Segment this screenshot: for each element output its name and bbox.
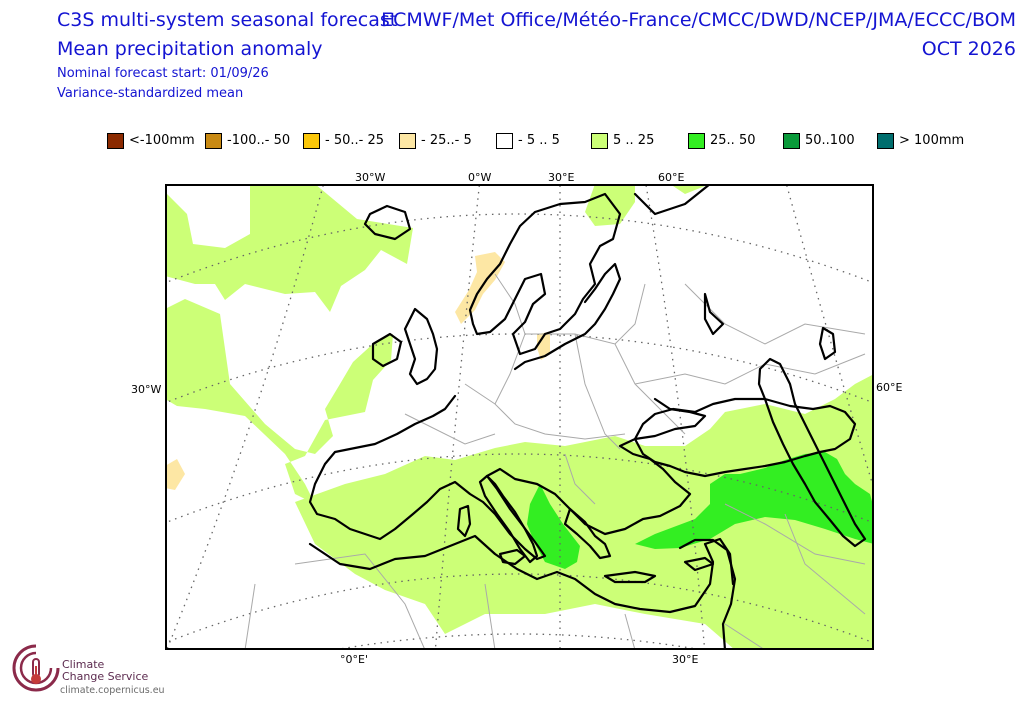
map-canvas [165,184,874,650]
systems-text: ECMWF/Met Office/Météo-France/CMCC/DWD/N… [381,9,1016,31]
coastline-caspian [757,357,867,548]
coastline-novaya-zemlya [703,292,725,336]
coastline-aral [818,326,837,361]
legend-swatch [107,133,124,149]
anomaly-fields [165,184,874,650]
anomaly-area-negative [165,459,185,490]
legend-label: - 25..- 5 [421,133,472,148]
legend-label: <-100mm [129,133,195,148]
lat-label-right: 60°E [876,381,903,394]
legend-swatch [688,133,705,149]
anomaly-area-light [165,184,413,312]
coastline-greece [563,507,612,560]
coastline-cyprus [683,556,715,572]
method-text: Variance-standardized mean [57,86,244,101]
legend-label: - 50..- 25 [325,133,384,148]
legend-label: - 5 .. 5 [518,133,560,148]
precipitation-anomaly-map [165,184,874,650]
coastline-middle-east [678,538,737,650]
legend-swatch [591,133,608,149]
coastline-scandinavia [468,192,622,356]
coastline-crete [603,570,657,584]
anomaly-area-light [165,299,393,504]
anomaly-area-light [295,374,874,650]
logo-url[interactable]: climate.copernicus.eu [60,685,165,696]
lon-label-top: 0°W [468,171,492,184]
coastline-north-africa [308,534,735,614]
anomaly-area-negative [537,332,550,360]
legend-label: 50..100 [805,133,855,148]
coastline-west-europe [308,394,707,561]
graticule [165,184,874,650]
legend-swatch [303,133,320,149]
legend-swatch [877,133,894,149]
lon-label-top: 30°E [548,171,575,184]
coastline-british-isles [403,307,439,386]
climate-change-service-logo [12,644,60,692]
lon-label-bottom: 30°E [672,653,699,666]
lon-label-bottom: °0°E' [340,653,368,666]
coastline-ireland [371,332,403,368]
logo-text-line1: Climate [62,658,105,671]
coastlines [308,184,867,650]
coastline-black-sea [633,397,857,478]
legend-swatch [783,133,800,149]
legend-label: 25.. 50 [710,133,756,148]
map-border [165,184,874,650]
logo-text-line2: Change Service [62,670,149,683]
legend-label: > 100mm [899,133,965,148]
legend-label: 5 .. 25 [613,133,655,148]
title-line-2: Mean precipitation anomaly [57,38,323,60]
coastline-italy [478,474,539,564]
legend-swatch [496,133,513,149]
anomaly-area-light [585,184,635,226]
anomaly-area-moderate [635,452,874,549]
coastline-finland-baltic [513,262,622,371]
title-line-1: C3S multi-system seasonal forecast [57,9,398,31]
coastline-arctic-russia [633,184,712,216]
lat-label-left: 30°W [131,383,162,396]
legend-swatch [205,133,222,149]
coastline-sardinia [456,504,472,538]
anomaly-area-light [670,184,710,194]
legend-label: -100..- 50 [227,133,291,148]
forecast-start-text: Nominal forecast start: 01/09/26 [57,66,269,81]
coastline-iceland [363,204,412,241]
legend-swatch [399,133,416,149]
coastline-sicily [498,548,527,566]
lon-label-top: 60°E [658,171,685,184]
lon-label-top: 30°W [355,171,386,184]
country-borders [244,273,866,650]
period-text: OCT 2026 [921,38,1016,60]
